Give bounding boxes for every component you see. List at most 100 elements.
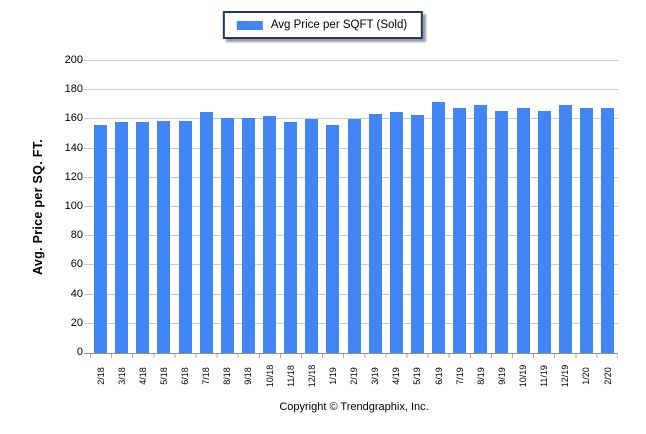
bar-slot-11/18	[280, 61, 301, 353]
legend: Avg Price per SQFT (Sold)	[222, 11, 424, 39]
y-tick-label-0: 0	[76, 346, 83, 358]
gridline-180	[84, 89, 618, 91]
bar-1/20	[579, 107, 593, 353]
x-tick-label-8/18: 8/18	[222, 367, 233, 385]
x-tick-label-1/20: 1/20	[581, 367, 592, 385]
bar-2/20	[601, 107, 615, 353]
bar-slot-5/18	[153, 61, 174, 353]
bar-6/18	[178, 120, 192, 353]
x-tick-label-8/19: 8/19	[475, 367, 486, 385]
bar-3/18	[115, 122, 129, 353]
bar-9/19	[495, 110, 509, 353]
bar-slot-4/18	[132, 61, 153, 353]
y-tick-label-40: 40	[70, 287, 83, 300]
x-axis-tick-marks	[90, 354, 618, 358]
bar-slot-2/18	[90, 61, 111, 353]
bar-12/19	[558, 104, 572, 353]
x-tick-label-10/18: 10/18	[264, 364, 275, 388]
x-tick-label-12/18: 12/18	[306, 364, 317, 388]
bar-1/19	[326, 125, 340, 353]
bar-11/18	[284, 122, 298, 353]
y-tick-label-20: 20	[70, 316, 83, 329]
bar-slot-7/19	[449, 61, 470, 353]
x-tick-label-11/19: 11/19	[539, 365, 550, 387]
y-tick-label-160: 160	[64, 112, 83, 125]
bar-slot-10/19	[513, 61, 534, 353]
x-tick-label-10/19: 10/19	[518, 364, 529, 388]
x-tick-label-5/18: 5/18	[158, 367, 169, 385]
y-tick-label-80: 80	[70, 229, 83, 242]
plot-area	[84, 60, 618, 358]
copyright-text: Copyright © Trendgraphix, Inc.	[279, 401, 429, 413]
y-tick-label-100: 100	[64, 200, 83, 212]
bar-10/18	[263, 116, 277, 353]
bar-slot-2/20	[597, 61, 618, 353]
x-tick-label-4/19: 4/19	[391, 367, 402, 385]
y-tick-label-180: 180	[64, 83, 83, 96]
y-tick-label-60: 60	[70, 258, 83, 271]
bar-8/19	[474, 104, 488, 353]
bar-7/19	[453, 107, 467, 353]
x-tick-label-7/18: 7/18	[201, 367, 212, 385]
bar-slot-7/18	[196, 61, 217, 353]
x-tick-label-1/19: 1/19	[327, 367, 338, 385]
bar-4/19	[389, 112, 403, 353]
bar-slot-6/19	[428, 61, 449, 353]
bar-9/18	[241, 117, 255, 353]
x-tick-label-12/19: 12/19	[560, 364, 571, 388]
bar-10/19	[516, 107, 530, 353]
bar-2/18	[94, 125, 108, 353]
x-tick-label-9/19: 9/19	[496, 367, 507, 385]
x-tick-label-4/18: 4/18	[137, 367, 148, 385]
y-tick-label-140: 140	[64, 141, 83, 154]
gridline-160	[84, 118, 618, 120]
bar-11/19	[537, 110, 551, 353]
bar-slot-12/18	[301, 61, 322, 353]
bar-6/19	[432, 101, 446, 353]
x-tick-label-2/19: 2/19	[349, 367, 360, 385]
y-tick-label-200: 200	[64, 54, 83, 66]
x-axis-line	[84, 353, 618, 354]
legend-label: Avg Price per SQFT (Sold)	[270, 19, 408, 31]
x-tick-label-2/20: 2/20	[602, 367, 613, 385]
x-tick-label-3/18: 3/18	[116, 367, 127, 385]
bar-7/18	[199, 112, 213, 353]
bar-slot-11/19	[534, 61, 555, 353]
x-tick-label-2/18: 2/18	[95, 367, 106, 385]
x-tick-label-6/19: 6/19	[433, 367, 444, 385]
bar-8/18	[220, 117, 234, 353]
bar-3/19	[368, 113, 382, 353]
bar-slot-12/19	[555, 61, 576, 353]
x-tick-label-7/19: 7/19	[454, 367, 465, 385]
bar-slot-3/18	[111, 61, 132, 353]
bar-slot-3/19	[365, 61, 386, 353]
bar-slot-5/19	[407, 61, 428, 353]
bar-slot-9/18	[238, 61, 259, 353]
bar-slot-4/19	[386, 61, 407, 353]
bar-slot-1/19	[322, 61, 343, 353]
x-tick-label-3/19: 3/19	[370, 367, 381, 385]
x-axis-tick-labels: 2/18 3/18 4/18 5/18 6/18 7/18 8/18 9/18 10/18 11/…	[90, 357, 618, 395]
x-tick-label-5/19: 5/19	[412, 367, 423, 385]
bar-slot-9/19	[491, 61, 512, 353]
legend-swatch	[236, 20, 263, 30]
bar-5/18	[157, 120, 171, 353]
x-tick-label-11/18: 11/18	[285, 365, 296, 387]
bar-12/18	[305, 119, 319, 353]
bar-slot-10/18	[259, 61, 280, 353]
x-tick-label-6/18: 6/18	[180, 367, 191, 385]
bar-slot-6/18	[175, 61, 196, 353]
y-tick-label-120: 120	[64, 170, 83, 183]
bar-slot-1/20	[576, 61, 597, 353]
gridline-200	[84, 60, 618, 61]
x-tick-label-9/18: 9/18	[243, 367, 254, 385]
bar-series	[90, 61, 618, 353]
bar-slot-2/19	[344, 61, 365, 353]
bar-5/19	[410, 115, 424, 353]
bar-slot-8/19	[470, 61, 491, 353]
bar-2/19	[347, 119, 361, 353]
bar-slot-8/18	[217, 61, 238, 353]
bar-4/18	[136, 122, 150, 353]
